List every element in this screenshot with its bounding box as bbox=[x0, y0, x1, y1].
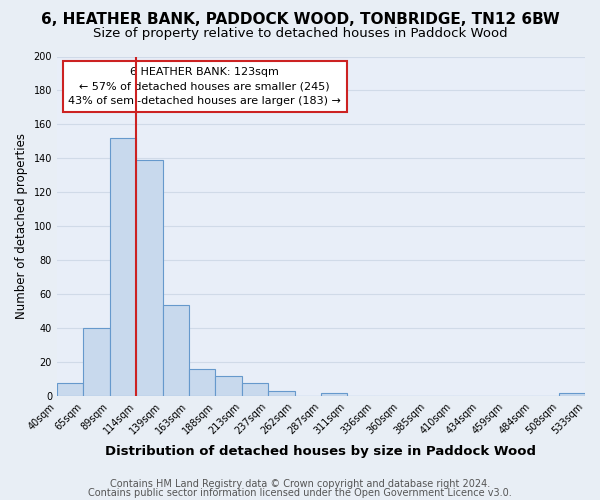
Bar bbox=[110, 138, 136, 396]
Bar bbox=[215, 376, 242, 396]
Bar bbox=[83, 328, 110, 396]
Text: Contains public sector information licensed under the Open Government Licence v3: Contains public sector information licen… bbox=[88, 488, 512, 498]
Text: 6, HEATHER BANK, PADDOCK WOOD, TONBRIDGE, TN12 6BW: 6, HEATHER BANK, PADDOCK WOOD, TONBRIDGE… bbox=[41, 12, 559, 28]
Text: Size of property relative to detached houses in Paddock Wood: Size of property relative to detached ho… bbox=[92, 28, 508, 40]
Bar bbox=[57, 383, 83, 396]
Text: Contains HM Land Registry data © Crown copyright and database right 2024.: Contains HM Land Registry data © Crown c… bbox=[110, 479, 490, 489]
Bar bbox=[136, 160, 163, 396]
Text: 6 HEATHER BANK: 123sqm
← 57% of detached houses are smaller (245)
43% of semi-de: 6 HEATHER BANK: 123sqm ← 57% of detached… bbox=[68, 66, 341, 106]
Bar bbox=[189, 369, 215, 396]
Bar bbox=[163, 304, 189, 396]
Bar bbox=[559, 393, 585, 396]
Y-axis label: Number of detached properties: Number of detached properties bbox=[15, 134, 28, 320]
X-axis label: Distribution of detached houses by size in Paddock Wood: Distribution of detached houses by size … bbox=[106, 444, 536, 458]
Bar bbox=[321, 393, 347, 396]
Bar bbox=[242, 383, 268, 396]
Bar bbox=[268, 392, 295, 396]
